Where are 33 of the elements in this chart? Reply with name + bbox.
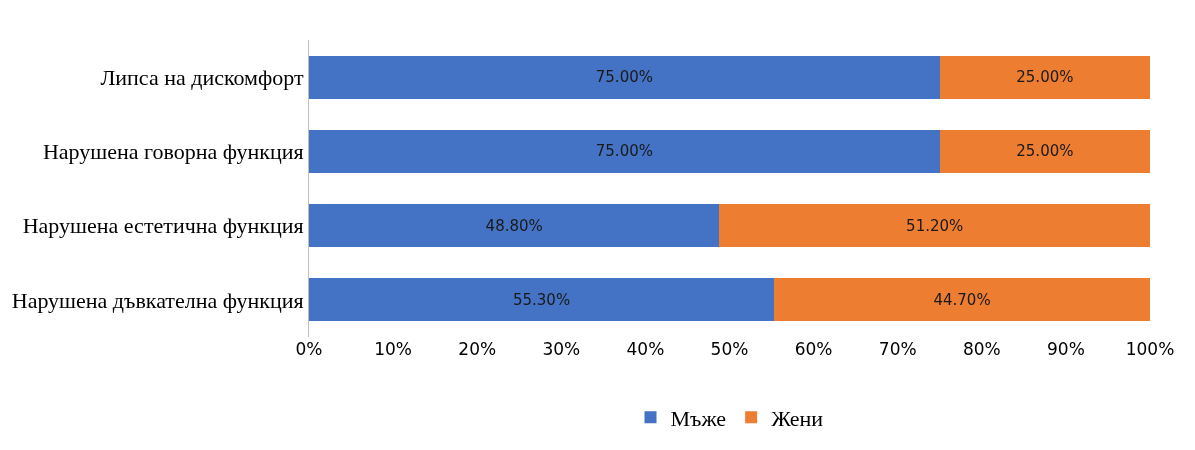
x-tick-label: 70% <box>878 339 917 359</box>
x-tick-label: 20% <box>458 339 497 359</box>
bar <box>774 278 1150 322</box>
data-label: 75.00% <box>595 142 653 161</box>
data-label: 25.00% <box>1016 142 1074 161</box>
bar <box>939 129 1150 173</box>
data-label: 75.00% <box>595 68 653 87</box>
x-tick-label: 60% <box>794 339 833 359</box>
data-label: 44.70% <box>933 290 991 309</box>
data-label: 51.20% <box>906 216 964 235</box>
x-tick-label: 0% <box>295 339 323 359</box>
y-tick-label: Нарушена говорна функция <box>42 139 304 165</box>
legend-label: Мъже <box>670 405 727 431</box>
x-tick-label: 50% <box>710 339 749 359</box>
data-label: 48.80% <box>485 216 543 235</box>
x-tick-label: 30% <box>542 339 581 359</box>
bar <box>309 129 940 173</box>
bar <box>939 55 1150 99</box>
x-tick-label: 100% <box>1125 339 1175 359</box>
data-label: 25.00% <box>1016 68 1074 87</box>
x-tick-label: 10% <box>374 339 412 359</box>
data-label: 55.30% <box>512 290 571 309</box>
bar <box>309 204 720 248</box>
bar <box>719 204 1150 248</box>
x-tick-label: 90% <box>1047 339 1085 359</box>
legend-label: Жени <box>771 405 824 431</box>
bar <box>309 278 775 322</box>
x-tick-label: 40% <box>626 339 665 359</box>
x-tick-label: 80% <box>962 339 1001 359</box>
y-tick-label: Нарушена естетична функция <box>22 213 304 239</box>
bar <box>309 55 940 99</box>
y-tick-label: Нарушена дъвкателна функция <box>11 287 304 313</box>
y-tick-label: Липса на дискомфорт <box>100 64 304 90</box>
